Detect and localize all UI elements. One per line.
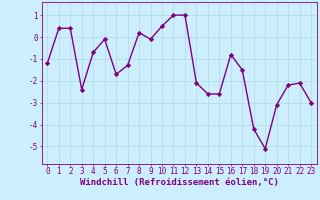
X-axis label: Windchill (Refroidissement éolien,°C): Windchill (Refroidissement éolien,°C): [80, 178, 279, 187]
